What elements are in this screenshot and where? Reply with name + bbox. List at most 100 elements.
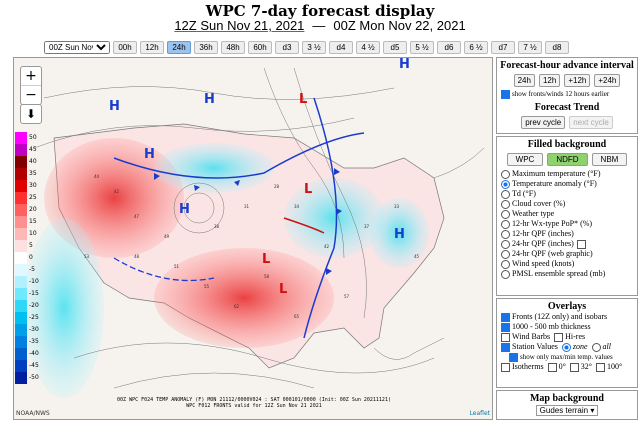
advance-button-12h[interactable]: +12h	[564, 74, 591, 87]
hour-button-d7[interactable]: d7	[491, 40, 515, 54]
legend-label: -40	[29, 350, 39, 357]
radio-icon[interactable]	[501, 269, 510, 279]
iso-0-checkbox[interactable]: 0°	[547, 362, 566, 372]
background-tab-wpc[interactable]: WPC	[506, 153, 544, 166]
background-option-td-f[interactable]: Td (°F)	[497, 189, 637, 199]
wind-barbs-checkbox[interactable]: Wind Barbs Hi-res	[497, 332, 637, 342]
advance-button-12h[interactable]: 12h	[538, 74, 561, 87]
radio-icon[interactable]	[501, 229, 510, 239]
hires-checkbox[interactable]: Hi-res	[554, 332, 585, 342]
radio-icon[interactable]	[501, 189, 510, 199]
hour-button-3[interactable]: 3 ½	[302, 40, 326, 54]
background-option-24-hr-qpf-web-graphic[interactable]: 24-hr QPF (web graphic)	[497, 249, 637, 259]
radio-icon[interactable]	[501, 259, 510, 269]
radio-icon[interactable]	[501, 179, 510, 189]
hour-button-6[interactable]: 6 ½	[464, 40, 488, 54]
svg-text:45: 45	[414, 254, 420, 259]
legend-swatch	[15, 312, 27, 324]
front-triangles	[154, 168, 342, 275]
show-earlier-checkbox[interactable]: show fronts/winds 12 hours earlier	[497, 89, 637, 99]
legend-label: -15	[29, 290, 39, 297]
legend-swatch	[15, 288, 27, 300]
zone-radio[interactable]: zone	[561, 342, 588, 352]
map-logo: NOAA/NWS	[16, 410, 50, 417]
hour-button-24h[interactable]: 24h	[167, 40, 191, 54]
legend-swatch	[15, 264, 27, 276]
hour-button-60h[interactable]: 60h	[248, 40, 272, 54]
zoom-out-button[interactable]: −	[21, 85, 41, 104]
fronts-checkbox[interactable]: Fronts (12Z only) and isobars	[497, 312, 637, 322]
background-option-cloud-cover[interactable]: Cloud cover (%)	[497, 199, 637, 209]
high-pressure-marker: H	[179, 202, 190, 217]
background-option-wind-speed-knots[interactable]: Wind speed (knots)	[497, 259, 637, 269]
zoom-in-button[interactable]: +	[25, 68, 37, 84]
iso-32-checkbox[interactable]: 32°	[569, 362, 592, 372]
legend-label: -25	[29, 314, 39, 321]
legend-label: -20	[29, 302, 39, 309]
qpf-extra-checkbox[interactable]	[576, 239, 586, 249]
hour-button-5[interactable]: 5 ½	[410, 40, 434, 54]
warm-front	[283, 217, 325, 234]
radio-icon[interactable]	[501, 219, 510, 229]
background-tab-nbm[interactable]: NBM	[591, 153, 628, 166]
background-option-temperature-anomaly-f[interactable]: Temperature anomaly (°F)	[497, 179, 637, 189]
iso-100-label: 100°	[606, 362, 623, 371]
background-option-12-hr-qpf-inches[interactable]: 12-hr QPF (inches)	[497, 229, 637, 239]
advance-button-24h[interactable]: 24h	[513, 74, 535, 87]
show-earlier-box[interactable]	[501, 89, 510, 99]
prev-cycle-button[interactable]: prev cycle	[521, 116, 566, 129]
all-radio[interactable]: all	[591, 342, 611, 352]
hour-button-d5[interactable]: d5	[383, 40, 407, 54]
background-option-maximum-temperature-f[interactable]: Maximum temperature (°F)	[497, 169, 637, 179]
radio-icon[interactable]	[501, 249, 510, 259]
hour-button-d4[interactable]: d4	[329, 40, 353, 54]
show-only-checkbox[interactable]: show only max/min temp. values	[497, 352, 637, 362]
hour-button-d6[interactable]: d6	[437, 40, 461, 54]
svg-text:34: 34	[294, 204, 300, 209]
advance-button-24h[interactable]: +24h	[594, 74, 621, 87]
background-option-24-hr-qpf-inches[interactable]: 24-hr QPF (inches)	[497, 239, 637, 249]
svg-text:49: 49	[164, 234, 170, 239]
legend-label: -5	[29, 266, 35, 273]
leaflet-attribution[interactable]: Leaflet	[469, 410, 490, 417]
legend-label: -50	[29, 374, 39, 381]
page-title: WPC 7-day forecast display	[205, 2, 435, 20]
map-background-select[interactable]: Gudes terrain ▾	[535, 405, 599, 416]
background-option-12-hr-wx-type-pop[interactable]: 12-hr Wx-type PoP* (%)	[497, 219, 637, 229]
forecast-map[interactable]: 44 42 47 49 38 31 28 34 42 37 33 45 58 62 55 51 65 57 53 48…	[13, 57, 493, 420]
radio-icon[interactable]	[501, 169, 510, 179]
svg-text:53: 53	[84, 254, 90, 259]
background-tabs: WPC NDFD NBM	[497, 153, 637, 166]
period-separator: —	[312, 18, 326, 33]
download-icon[interactable]: ⬇	[20, 104, 42, 124]
hour-button-d8[interactable]: d8	[545, 40, 569, 54]
background-option-pmsl-ensemble-spread-mb[interactable]: PMSL ensemble spread (mb)	[497, 269, 637, 279]
hour-button-12h[interactable]: 12h	[140, 40, 164, 54]
cycle-select[interactable]: 00Z Sun Nov 21	[44, 40, 110, 54]
legend-swatch	[15, 300, 27, 312]
next-cycle-button[interactable]: next cycle	[569, 116, 613, 129]
hour-button-4[interactable]: 4 ½	[356, 40, 380, 54]
hour-button-d3[interactable]: d3	[275, 40, 299, 54]
radio-icon[interactable]	[501, 209, 510, 219]
background-option-label: 12-hr QPF (inches)	[512, 229, 574, 238]
radio-icon[interactable]	[501, 239, 510, 249]
background-tab-ndfd[interactable]: NDFD	[547, 153, 588, 166]
legend-label: -45	[29, 362, 39, 369]
hour-button-36h[interactable]: 36h	[194, 40, 218, 54]
thickness-checkbox[interactable]: 1000 - 500 mb thickness	[497, 322, 637, 332]
background-option-label: Td (°F)	[512, 189, 536, 198]
warm-anomaly-south	[154, 248, 334, 348]
radio-icon[interactable]	[501, 199, 510, 209]
advance-panel: Forecast-hour advance interval 24h 12h +12…	[496, 57, 638, 134]
iso-100-checkbox[interactable]: 100°	[595, 362, 623, 372]
background-option-label: Temperature anomaly (°F)	[512, 179, 597, 188]
hour-button-7[interactable]: 7 ½	[518, 40, 542, 54]
coastline-detail	[373, 147, 485, 360]
hour-button-00h[interactable]: 00h	[113, 40, 137, 54]
background-option-weather-type[interactable]: Weather type	[497, 209, 637, 219]
hour-button-48h[interactable]: 48h	[221, 40, 245, 54]
station-values-checkbox[interactable]: Station Values zone all	[497, 342, 637, 352]
svg-text:48: 48	[134, 254, 140, 259]
isotherms-checkbox[interactable]: Isotherms 0° 32° 100°	[497, 362, 637, 372]
